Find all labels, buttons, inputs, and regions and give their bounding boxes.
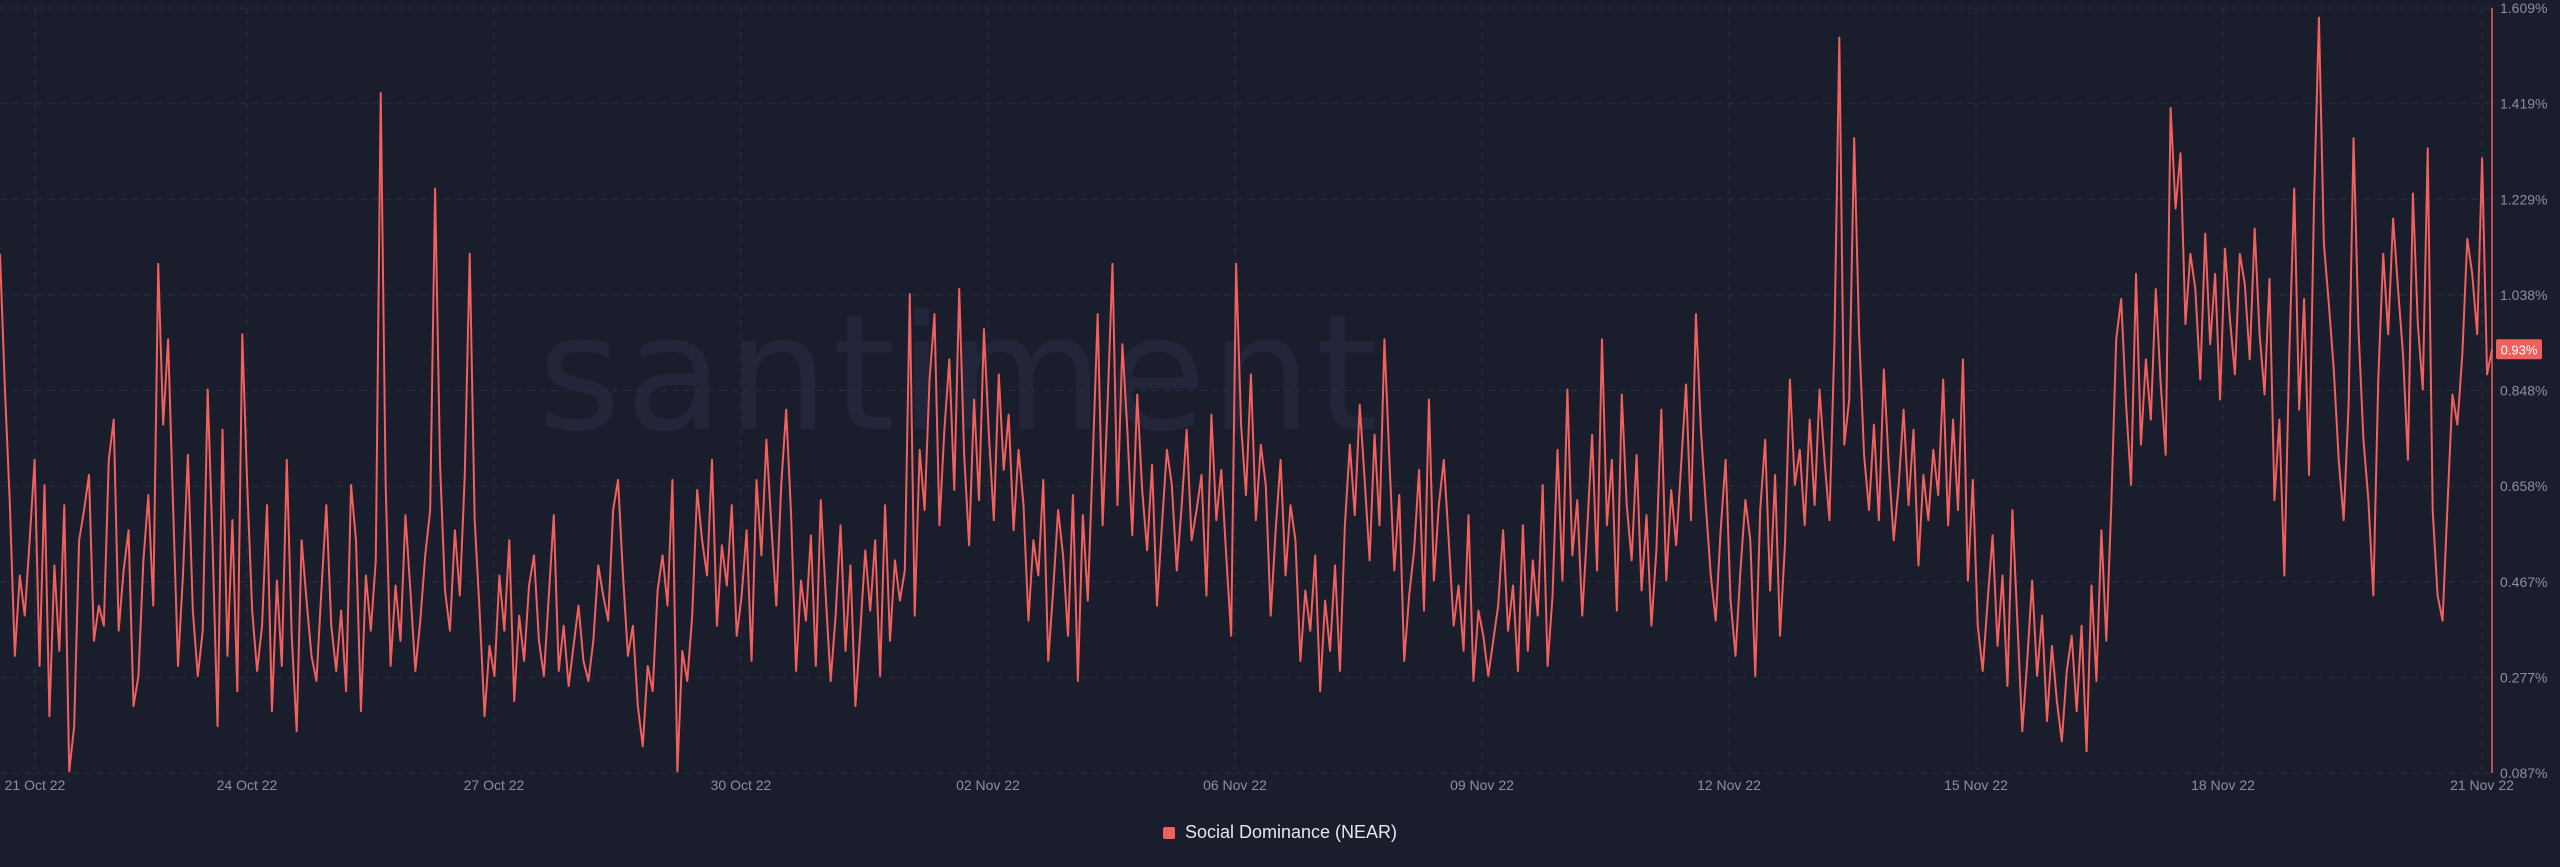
x-tick-label: 27 Oct 22 — [464, 777, 525, 793]
y-tick-label: 1.038% — [2500, 287, 2547, 303]
chart-legend[interactable]: Social Dominance (NEAR) — [0, 822, 2560, 843]
y-tick-label: 1.609% — [2500, 0, 2547, 16]
current-value-marker: 0.93% — [2496, 339, 2542, 360]
x-tick-label: 06 Nov 22 — [1203, 777, 1267, 793]
legend-label: Social Dominance (NEAR) — [1184, 822, 1398, 842]
x-tick-label: 30 Oct 22 — [711, 777, 772, 793]
x-tick-label: 21 Oct 22 — [5, 777, 66, 793]
x-tick-label: 21 Nov 22 — [2450, 777, 2514, 793]
x-tick-label: 24 Oct 22 — [217, 777, 278, 793]
y-tick-label: 0.467% — [2500, 574, 2547, 590]
y-tick-label: 0.658% — [2500, 478, 2547, 494]
y-tick-label: 0.087% — [2500, 765, 2547, 781]
x-tick-label: 18 Nov 22 — [2191, 777, 2255, 793]
chart-grid — [0, 7, 2492, 774]
series-line-social-dominance — [0, 16, 2493, 773]
y-tick-label: 1.229% — [2500, 191, 2547, 207]
series-layer — [0, 16, 2493, 773]
x-tick-label: 02 Nov 22 — [956, 777, 1020, 793]
x-tick-label: 12 Nov 22 — [1697, 777, 1761, 793]
x-tick-label: 09 Nov 22 — [1450, 777, 1514, 793]
x-tick-label: 15 Nov 22 — [1944, 777, 2008, 793]
x-axis: 21 Oct 22 24 Oct 22 27 Oct 22 30 Oct 22 02 N… — [5, 777, 2514, 793]
y-tick-label: 0.848% — [2500, 383, 2547, 399]
y-axis: 1.609% 1.419% 1.229% 1.038% 0.848% 0.658% 0.46… — [2491, 0, 2547, 781]
y-tick-label: 1.419% — [2500, 96, 2547, 112]
legend-swatch — [1162, 826, 1175, 839]
current-value-label: 0.93% — [2501, 342, 2538, 357]
y-tick-label: 0.277% — [2500, 669, 2547, 685]
current-value-badge — [2496, 339, 2542, 360]
